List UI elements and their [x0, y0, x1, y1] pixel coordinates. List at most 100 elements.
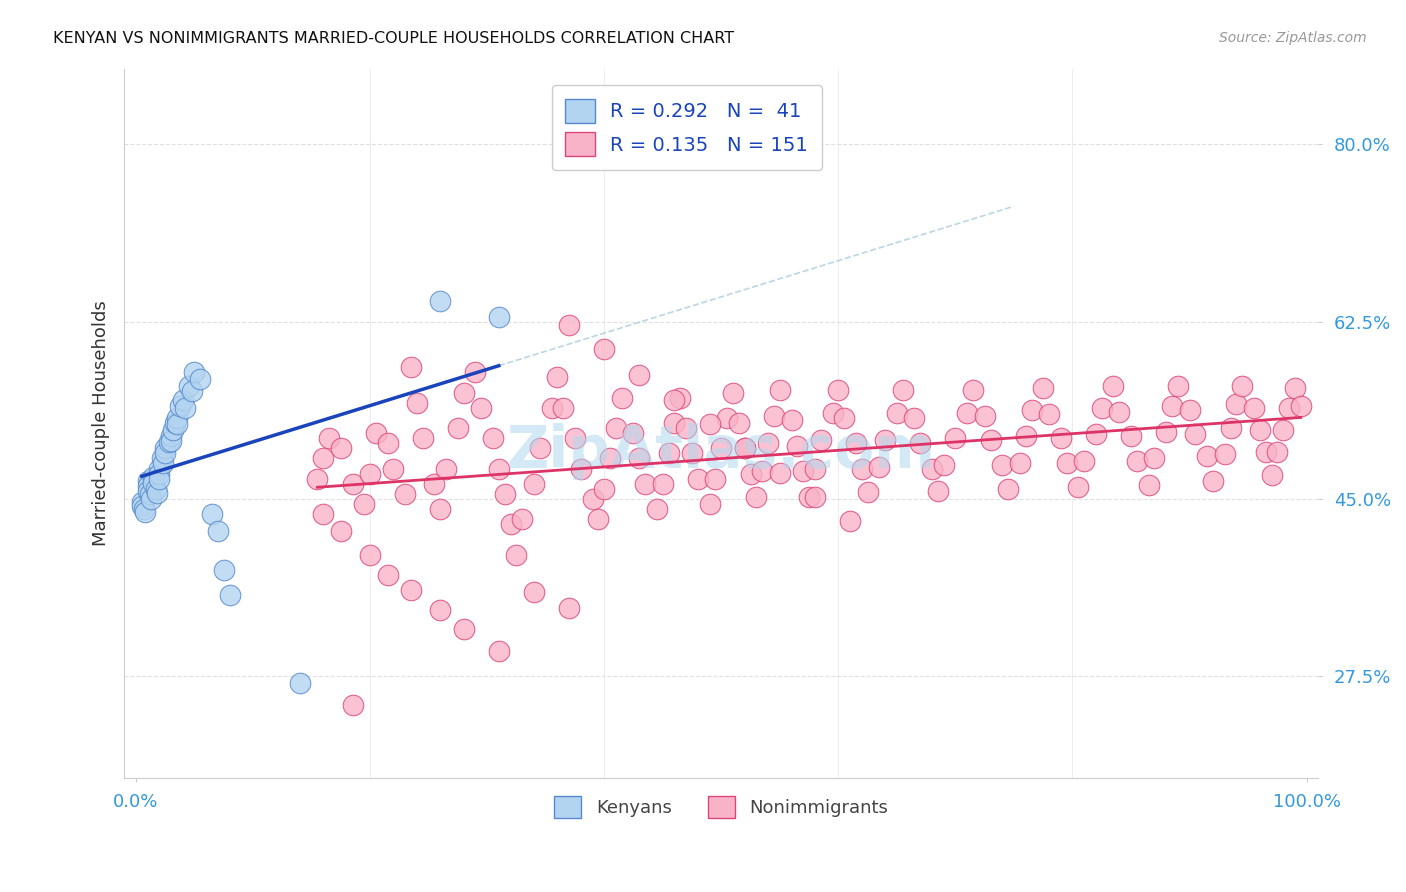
Point [599, 451, 621, 466]
Point [721, 385, 744, 400]
Point [359, 548, 381, 562]
Point [329, 442, 352, 456]
Point [886, 406, 908, 420]
Point [868, 459, 890, 474]
Point [1161, 399, 1184, 413]
Point [921, 461, 943, 475]
Point [141, 491, 163, 506]
Point [1014, 429, 1036, 443]
Point [150, 451, 173, 466]
Point [453, 622, 475, 636]
Point [429, 502, 451, 516]
Point [1219, 421, 1241, 435]
Point [903, 411, 925, 425]
Point [1213, 447, 1236, 461]
Point [851, 461, 873, 475]
Point [1102, 378, 1125, 392]
Point [342, 698, 364, 712]
Point [1091, 401, 1114, 415]
Point [212, 563, 235, 577]
Point [628, 451, 651, 466]
Point [318, 431, 340, 445]
Point [699, 417, 721, 431]
Point [593, 342, 616, 356]
Point [1021, 402, 1043, 417]
Point [1232, 378, 1254, 392]
Point [510, 512, 533, 526]
Point [181, 384, 204, 398]
Point [804, 490, 827, 504]
Point [1184, 427, 1206, 442]
Point [727, 416, 749, 430]
Point [1137, 478, 1160, 492]
Point [710, 442, 733, 456]
Point [681, 446, 703, 460]
Point [188, 372, 211, 386]
Point [453, 385, 475, 400]
Point [169, 399, 191, 413]
Point [183, 365, 205, 379]
Point [1243, 401, 1265, 415]
Point [307, 472, 329, 486]
Text: KENYAN VS NONIMMIGRANTS MARRIED-COUPLE HOUSEHOLDS CORRELATION CHART: KENYAN VS NONIMMIGRANTS MARRIED-COUPLE H… [53, 31, 734, 46]
Point [1032, 381, 1054, 395]
Point [845, 436, 868, 450]
Point [201, 507, 224, 521]
Point [218, 588, 240, 602]
Y-axis label: Married-couple Households: Married-couple Households [93, 301, 110, 546]
Point [131, 499, 153, 513]
Point [991, 458, 1014, 472]
Point [832, 411, 855, 425]
Point [353, 497, 375, 511]
Point [1284, 381, 1306, 395]
Point [166, 411, 188, 425]
Point [136, 474, 159, 488]
Point [148, 467, 170, 481]
Point [634, 476, 657, 491]
Point [412, 431, 434, 445]
Point [382, 461, 405, 475]
Point [1254, 445, 1277, 459]
Point [312, 507, 335, 521]
Point [312, 451, 335, 466]
Text: Source: ZipAtlas.com: Source: ZipAtlas.com [1219, 31, 1367, 45]
Point [945, 431, 967, 445]
Point [1049, 431, 1071, 445]
Point [529, 442, 551, 456]
Point [821, 406, 844, 420]
Point [523, 476, 546, 491]
Point [429, 294, 451, 309]
Point [153, 446, 176, 460]
Point [399, 583, 422, 598]
Point [1278, 401, 1301, 415]
Point [569, 461, 592, 475]
Point [745, 490, 768, 504]
Point [780, 413, 803, 427]
Point [827, 383, 849, 397]
Point [136, 483, 159, 498]
Point [1008, 456, 1031, 470]
Point [664, 416, 686, 430]
Point [558, 601, 581, 615]
Point [153, 442, 176, 456]
Point [669, 391, 692, 405]
Point [134, 505, 156, 519]
Point [157, 435, 180, 450]
Point [564, 431, 586, 445]
Point [394, 487, 416, 501]
Point [1108, 405, 1130, 419]
Point [797, 490, 820, 504]
Point [1038, 407, 1060, 421]
Point [734, 442, 756, 456]
Point [769, 383, 792, 397]
Point [464, 365, 486, 379]
Point [1143, 451, 1166, 466]
Point [470, 401, 492, 415]
Point [810, 434, 832, 448]
Point [177, 378, 200, 392]
Point [997, 482, 1019, 496]
Point [875, 434, 897, 448]
Point [956, 406, 979, 420]
Point [207, 524, 229, 539]
Point [891, 383, 914, 397]
